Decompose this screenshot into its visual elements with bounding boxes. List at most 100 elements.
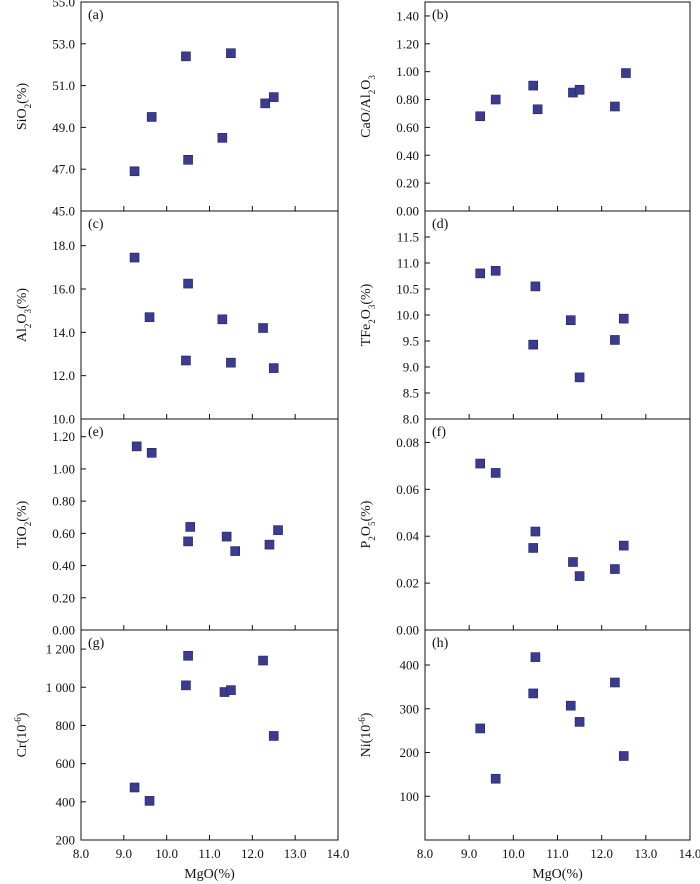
data-point xyxy=(268,731,279,741)
y-axis-label: TiO2(%) xyxy=(15,500,33,548)
y-axis-label: CaO/Al2O3 xyxy=(359,75,377,138)
panel-label: (b) xyxy=(432,8,449,23)
y-tick-label: 400 xyxy=(400,658,420,673)
panel-g: 200 400 600 800 1 000 1 200 8.0 9.0 10.0 11.0 12.0… xyxy=(13,629,350,882)
panel-label: (d) xyxy=(432,217,449,232)
data-point xyxy=(530,526,541,537)
x-tick-label: 12.0 xyxy=(590,846,613,861)
y-tick-label: 8.0 xyxy=(403,412,419,427)
data-point xyxy=(490,94,501,105)
y-tick-label: 1.20 xyxy=(52,429,75,444)
y-tick-label: 0.00 xyxy=(396,623,419,638)
y-tick-label: 0.06 xyxy=(396,482,419,497)
data-point xyxy=(475,111,486,122)
data-point xyxy=(183,154,193,165)
data-point xyxy=(565,315,576,326)
data-point xyxy=(528,688,539,699)
data-point xyxy=(181,355,191,366)
y-tick-label: 0.40 xyxy=(396,148,419,163)
y-tick-label: 400 xyxy=(56,794,76,809)
x-tick-label: 11.0 xyxy=(198,846,220,861)
y-tick-label: 0.60 xyxy=(396,120,419,135)
data-point xyxy=(217,314,228,325)
y-tick-label: 55.0 xyxy=(52,0,75,10)
plot-frame xyxy=(80,629,339,841)
panel-label: (e) xyxy=(88,425,104,440)
panel-b: 0.00 0.20 0.40 0.60 0.80 1.00 1.20 1.40 (b) CaO/A… xyxy=(359,1,691,219)
data-point xyxy=(610,677,620,688)
x-tick-label: 13.0 xyxy=(284,846,307,861)
data-point xyxy=(528,80,539,91)
data-point xyxy=(568,557,578,567)
y-axis-label: Al2O3(%) xyxy=(15,288,33,342)
data-point xyxy=(258,655,268,666)
x-tick-label: 8.0 xyxy=(417,846,433,861)
panel-a: 45.0 47.0 49.0 51.0 53.0 55.0 (a) SiO2(%) xyxy=(15,0,339,219)
y-tick-label: 0.80 xyxy=(396,92,419,107)
x-tick-label: 14.0 xyxy=(679,846,700,861)
data-point xyxy=(258,323,268,333)
data-point xyxy=(574,84,585,95)
y-tick-label: 51.0 xyxy=(52,78,75,93)
x-tick-label: 10.0 xyxy=(155,846,178,861)
data-point xyxy=(183,278,193,289)
data-point xyxy=(610,335,620,345)
panel-label: (a) xyxy=(88,8,104,23)
y-tick-label: 0.40 xyxy=(52,558,75,573)
y-tick-label: 1.40 xyxy=(396,8,419,23)
data-point xyxy=(268,363,279,373)
x-tick-label: 11.0 xyxy=(546,846,568,861)
y-tick-label: 200 xyxy=(56,833,76,848)
y-tick-label: 1 000 xyxy=(46,680,75,695)
panel-d: 8.0 8.5 9.0 9.5 10.0 10.5 11.0 11.5 (d) TFe2O3(%) xyxy=(359,210,691,427)
data-point xyxy=(610,564,620,574)
x-tick-label: 12.0 xyxy=(241,846,264,861)
y-tick-label: 200 xyxy=(400,745,420,760)
panel-c: 10.0 12.0 14.0 16.0 18.0 (c) Al2O3(%) xyxy=(15,210,339,427)
data-point xyxy=(260,98,270,109)
y-tick-label: 45.0 xyxy=(52,204,75,219)
panel-f: 0.00 0.02 0.04 0.06 0.08 (f) P2O5(%) xyxy=(359,418,691,638)
y-tick-label: 0.02 xyxy=(396,576,419,591)
y-tick-label: 1.00 xyxy=(52,461,75,476)
panel-label: (f) xyxy=(432,425,446,440)
x-tick-label: 8.0 xyxy=(73,846,89,861)
data-point xyxy=(226,357,236,368)
data-point xyxy=(621,68,631,78)
data-point xyxy=(181,51,191,62)
data-point xyxy=(144,796,155,806)
x-tick-label: 13.0 xyxy=(634,846,657,861)
panel-label: (h) xyxy=(432,636,449,651)
data-point xyxy=(230,546,240,556)
plot-frame xyxy=(80,418,339,631)
y-tick-label: 10.0 xyxy=(52,412,75,427)
y-tick-label: 0.60 xyxy=(52,526,75,541)
x-axis-label: MgO(%) xyxy=(184,867,235,882)
data-point xyxy=(185,522,196,532)
y-tick-label: 12.0 xyxy=(52,368,75,383)
data-point xyxy=(574,571,585,581)
y-tick-label: 11.0 xyxy=(397,256,419,271)
y-tick-label: 9.5 xyxy=(403,334,419,349)
data-point xyxy=(530,281,541,292)
plot-frame xyxy=(424,629,691,841)
x-tick-label: 14.0 xyxy=(327,846,350,861)
y-axis-label: Cr(10-6) xyxy=(13,712,30,757)
y-axis-label: P2O5(%) xyxy=(359,500,377,548)
x-tick-label: 9.0 xyxy=(461,846,477,861)
data-point xyxy=(574,372,585,383)
y-tick-label: 0.04 xyxy=(396,529,419,544)
y-tick-label: 8.5 xyxy=(403,386,419,401)
y-tick-label: 1.20 xyxy=(396,36,419,51)
y-tick-label: 0.00 xyxy=(396,204,419,219)
plot-frame xyxy=(80,1,339,212)
data-point xyxy=(146,448,157,458)
data-point xyxy=(618,540,629,551)
data-point xyxy=(181,680,191,691)
data-point xyxy=(146,112,157,122)
data-point xyxy=(183,536,193,547)
y-tick-label: 47.0 xyxy=(52,162,75,177)
data-point xyxy=(273,525,283,535)
plot-frame xyxy=(424,418,691,631)
y-tick-label: 16.0 xyxy=(52,282,75,297)
